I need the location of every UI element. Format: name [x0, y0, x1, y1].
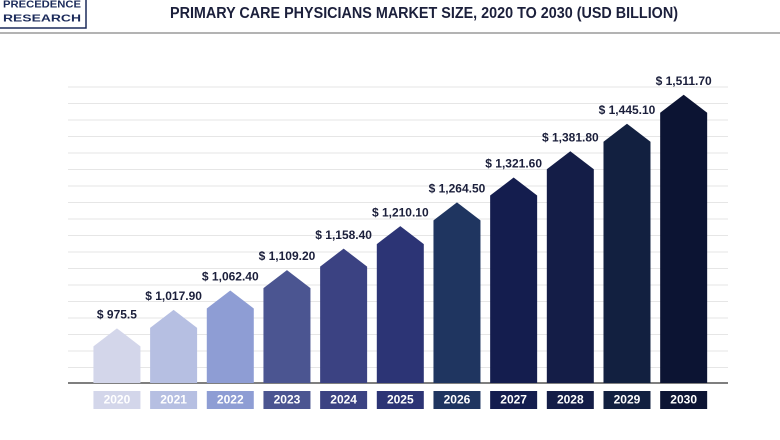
category-box	[546, 391, 594, 409]
value-label: $ 1,264.50	[429, 182, 486, 196]
logo-box	[0, 0, 87, 29]
bar	[660, 94, 708, 383]
value-label: $ 1,158.40	[315, 228, 372, 242]
x-tick-label: 2028	[557, 393, 584, 407]
value-label: $ 1,017.90	[145, 289, 202, 303]
category-box	[376, 391, 424, 409]
logo-line: PRECEDENCE	[3, 0, 81, 11]
category-box	[603, 391, 651, 409]
x-tick-label: 2029	[614, 393, 641, 407]
bar	[546, 151, 594, 383]
value-label: $ 1,445.10	[599, 103, 656, 117]
bar	[320, 248, 368, 383]
x-tick-label: 2021	[160, 393, 187, 407]
category-box	[660, 391, 708, 409]
bar	[603, 123, 651, 384]
x-tick-label: 2025	[387, 393, 414, 407]
x-tick-label: 2026	[444, 393, 471, 407]
category-box	[490, 391, 538, 409]
bar	[433, 202, 481, 383]
value-label: $ 1,109.20	[259, 249, 316, 263]
bar	[263, 270, 311, 383]
value-label: $ 1,321.60	[485, 157, 542, 171]
x-tick-label: 2023	[274, 393, 301, 407]
value-label: $ 1,511.70	[656, 74, 712, 88]
value-label: $ 1,381.80	[542, 130, 599, 144]
category-box	[206, 391, 254, 409]
bar	[93, 328, 141, 383]
x-tick-label: 2020	[104, 393, 131, 407]
category-box	[93, 391, 141, 409]
value-label: $ 1,210.10	[372, 205, 429, 219]
category-box	[433, 391, 481, 409]
category-box	[320, 391, 368, 409]
logo-line: RESEARCH	[3, 14, 81, 25]
value-label: $ 975.5	[97, 307, 137, 321]
chart-title: PRIMARY CARE PHYSICIANS MARKET SIZE, 202…	[170, 5, 678, 22]
x-tick-label: 2027	[500, 393, 527, 407]
x-tick-label: 2022	[217, 393, 244, 407]
x-tick-label: 2024	[330, 393, 357, 407]
bar	[376, 226, 424, 383]
value-label: $ 1,062.40	[202, 270, 259, 284]
bar	[490, 177, 538, 383]
bar	[150, 309, 198, 383]
category-box	[263, 391, 311, 409]
category-box	[150, 391, 198, 409]
bar	[206, 290, 254, 383]
x-tick-label: 2030	[670, 393, 697, 407]
